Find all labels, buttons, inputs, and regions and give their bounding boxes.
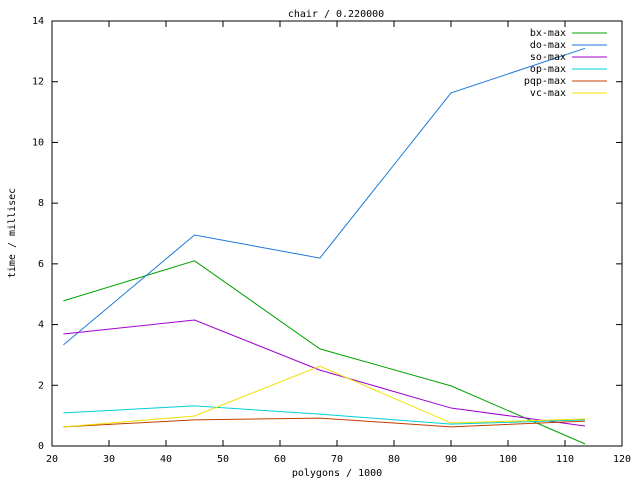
x-tick-label: 120 [613, 454, 631, 465]
x-axis-label: polygons / 1000 [292, 468, 382, 479]
y-tick-label: 10 [32, 137, 44, 148]
x-tick-label: 20 [46, 454, 58, 465]
x-tick-label: 100 [499, 454, 517, 465]
y-tick-label: 2 [38, 380, 44, 391]
legend-label: bx-max [530, 28, 566, 39]
legend-label: do-max [530, 40, 566, 51]
y-axis-label: time / millisec [7, 188, 18, 278]
legend-label: vc-max [530, 88, 566, 99]
chart-title: chair / 0.220000 [288, 9, 384, 20]
x-tick-label: 50 [217, 454, 229, 465]
y-tick-label: 4 [38, 320, 44, 331]
series-line [63, 319, 586, 427]
y-tick-label: 14 [32, 16, 44, 27]
series-line [63, 405, 585, 425]
series-line [63, 260, 586, 445]
y-tick-label: 12 [32, 77, 44, 88]
series-line [63, 417, 585, 428]
x-tick-label: 70 [331, 454, 343, 465]
series-line [63, 47, 586, 346]
x-tick-label: 30 [103, 454, 115, 465]
x-tick-label: 110 [556, 454, 574, 465]
x-tick-label: 60 [274, 454, 286, 465]
y-tick-label: 8 [38, 198, 44, 209]
y-tick-label: 6 [38, 259, 44, 270]
x-tick-label: 40 [160, 454, 172, 465]
legend-label: so-max [530, 52, 566, 63]
legend-label: pqp-max [524, 76, 566, 87]
x-tick-label: 80 [388, 454, 400, 465]
series-line [63, 365, 585, 428]
legend-label: op-max [530, 64, 566, 75]
y-tick-label: 0 [38, 441, 44, 452]
x-tick-label: 90 [445, 454, 457, 465]
